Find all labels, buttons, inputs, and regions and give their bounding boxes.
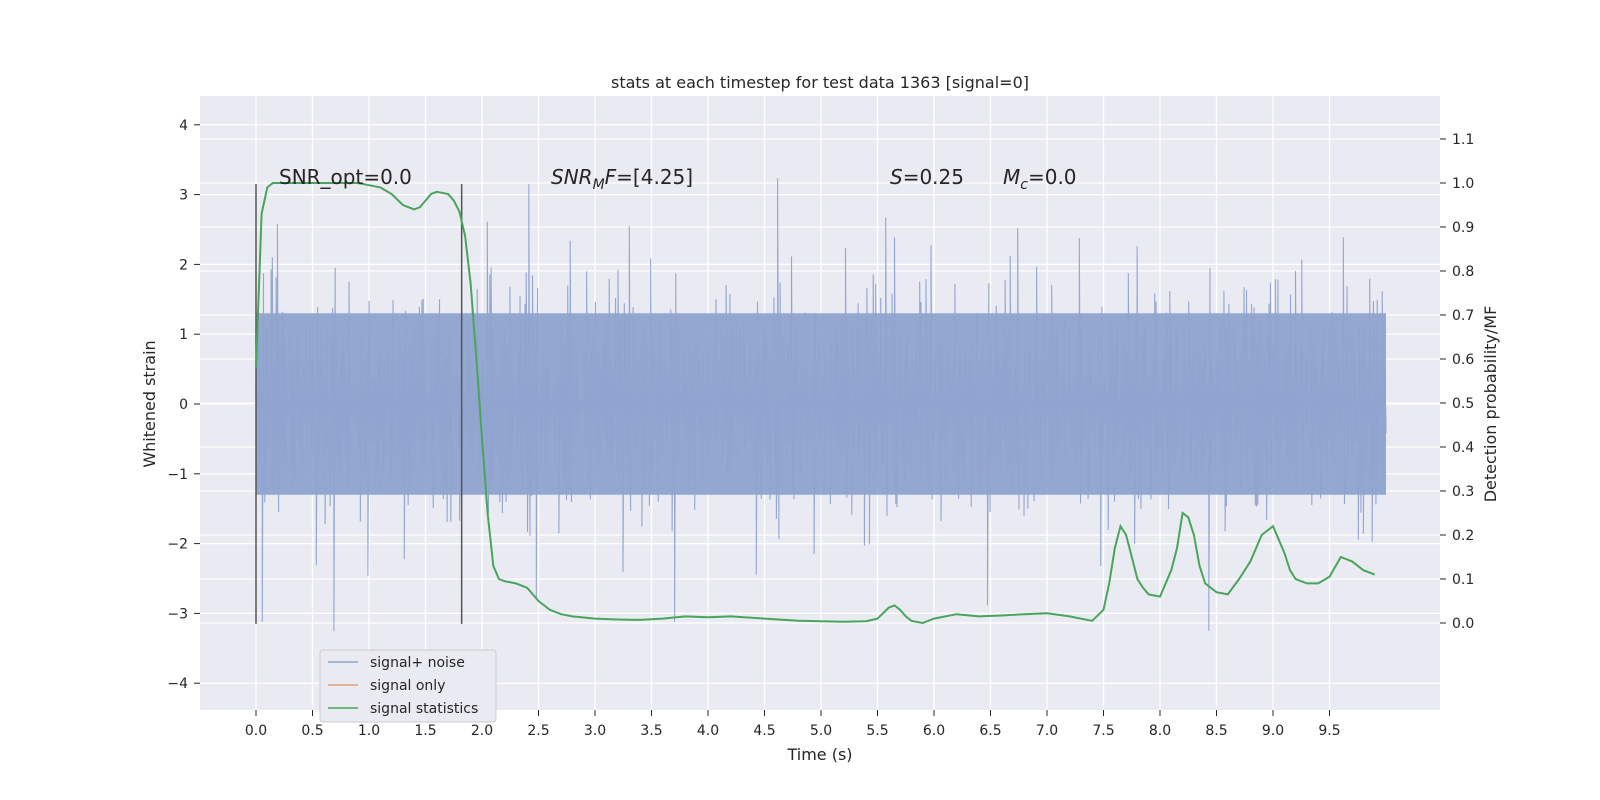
x-axis-title: Time (s) — [786, 745, 852, 764]
signal-statistics-line — [255, 182, 1376, 625]
noise-trace — [255, 178, 1387, 632]
x-tick-label: 9.0 — [1262, 723, 1284, 739]
y-right-tick-label: 0.0 — [1452, 616, 1474, 632]
annotation-snr-mf: SNRMF=[4.25] — [551, 165, 693, 193]
y-tick-label: −4 — [167, 676, 188, 692]
y-right-tick-label: 0.5 — [1452, 396, 1474, 412]
x-tick-label: 8.0 — [1149, 723, 1171, 739]
y-right-tick-label: 1.1 — [1452, 132, 1474, 148]
y-right-tick-label: 0.9 — [1452, 220, 1474, 236]
x-tick-label: 6.0 — [923, 723, 945, 739]
x-tick-label: 5.0 — [810, 723, 832, 739]
x-tick-label: 1.5 — [414, 723, 436, 739]
annotation-mc: Mc=0.0 — [1003, 165, 1077, 193]
y-tick-label: 2 — [179, 257, 188, 273]
y-right-axis-title: Detection probability/MF — [1481, 306, 1500, 503]
annotation-snr-opt: SNR_opt=0.0 — [279, 165, 412, 189]
x-tick-label: 2.0 — [471, 723, 493, 739]
y-tick-label: 1 — [179, 327, 188, 343]
y-axis-ticks: 4 3 2 1 0 −1 −2 −3 −4 — [167, 118, 200, 692]
y-right-tick-label: 0.4 — [1452, 440, 1474, 456]
y-right-tick-label: 0.7 — [1452, 308, 1474, 324]
x-tick-label: 2.5 — [527, 723, 549, 739]
x-tick-label: 5.5 — [866, 723, 888, 739]
y-tick-label: 3 — [179, 188, 188, 204]
x-tick-label: 4.0 — [697, 723, 719, 739]
segment-markers — [255, 184, 463, 624]
legend: signal+ noise signal only signal statist… — [319, 649, 497, 723]
annotations: SNR_opt=0.0 SNRMF=[4.25] S=0.25 Mc=0.0 — [279, 165, 1077, 193]
y-right-axis-ticks: 1.1 1.0 0.9 0.8 0.7 0.6 0.5 0.4 0.3 0.2 0.1 0.0 — [1440, 132, 1474, 632]
y-right-tick-label: 0.6 — [1452, 352, 1474, 368]
x-tick-label: 7.0 — [1036, 723, 1058, 739]
y-tick-label: 4 — [179, 118, 188, 134]
chart-title: stats at each timestep for test data 136… — [611, 73, 1029, 92]
y-right-tick-label: 0.3 — [1452, 484, 1474, 500]
x-axis-ticks: 0.0 0.5 1.0 1.5 2.0 2.5 3.0 3.5 4.0 4.5 5.0 5.5 6.0 6… — [245, 710, 1341, 739]
x-tick-label: 9.5 — [1318, 723, 1340, 739]
x-tick-label: 3.5 — [640, 723, 662, 739]
y-tick-label: −2 — [167, 537, 188, 553]
y-right-tick-label: 0.1 — [1452, 572, 1474, 588]
y-tick-label: −1 — [167, 467, 188, 483]
y-axis-title: Whitened strain — [140, 340, 159, 467]
x-tick-label: 1.0 — [358, 723, 380, 739]
series-signal-noise — [255, 178, 1387, 632]
x-tick-label: 7.5 — [1092, 723, 1114, 739]
x-tick-label: 6.5 — [979, 723, 1001, 739]
y-right-tick-label: 0.8 — [1452, 264, 1474, 280]
x-tick-label: 3.0 — [584, 723, 606, 739]
legend-box — [319, 649, 497, 723]
legend-label-signal-noise: signal+ noise — [370, 655, 465, 671]
x-tick-label: 4.5 — [753, 723, 775, 739]
annotation-s: S=0.25 — [890, 165, 964, 189]
y-right-tick-label: 0.2 — [1452, 528, 1474, 544]
series-signal-statistics — [255, 182, 1376, 625]
y-tick-label: 0 — [179, 397, 188, 413]
legend-label-signal-statistics: signal statistics — [370, 701, 478, 717]
x-tick-label: 8.5 — [1205, 723, 1227, 739]
y-right-tick-label: 1.0 — [1452, 176, 1474, 192]
x-tick-label: 0.5 — [301, 723, 323, 739]
y-tick-label: −3 — [167, 606, 188, 622]
x-tick-label: 0.0 — [245, 723, 267, 739]
legend-label-signal-only: signal only — [370, 678, 445, 694]
